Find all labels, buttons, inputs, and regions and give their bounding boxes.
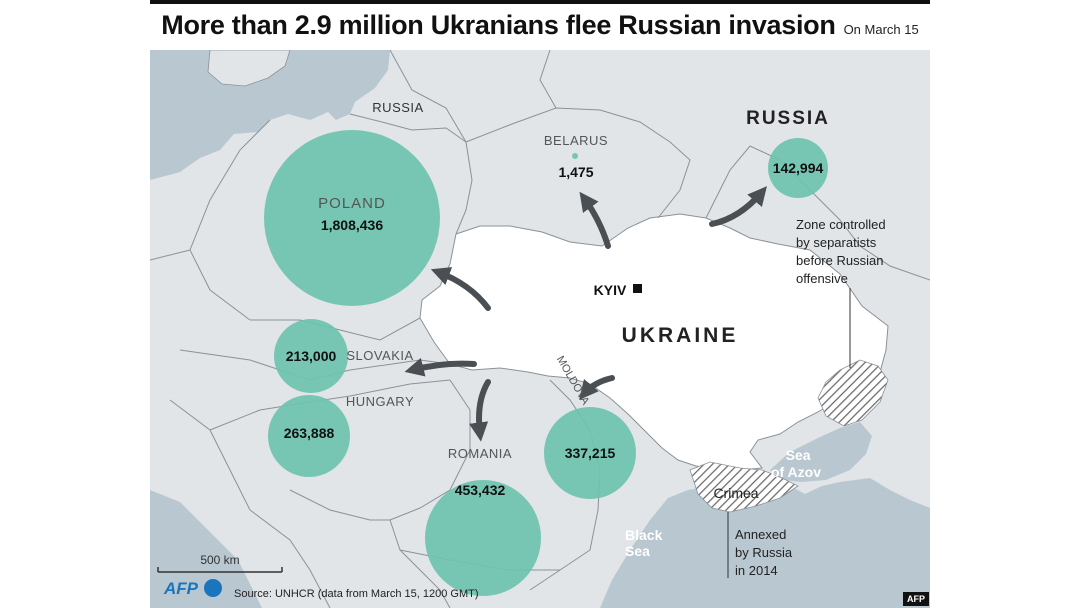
bubble-poland (264, 130, 440, 306)
arrow-to-belarus (579, 191, 611, 249)
bubble-romania (425, 480, 541, 596)
label-kyiv: KYIV (594, 282, 627, 298)
arrow-to-slovakia (404, 357, 477, 377)
separatist-annotation: Zone controlled by separatists before Ru… (796, 217, 889, 286)
ukraine-territory (419, 213, 889, 471)
scandinavia-land (207, 50, 291, 87)
sea-of-azov (770, 422, 872, 482)
map-title: More than 2.9 million Ukranians flee Rus… (161, 10, 836, 40)
annexed-line3: in 2014 (735, 563, 778, 578)
sea-of-azov-line2: of Azov (771, 464, 821, 480)
crimea (689, 461, 799, 513)
annexed-annotation: Annexed by Russia in 2014 (735, 527, 796, 578)
black-sea (600, 478, 930, 608)
separatist-line2: by separatists (796, 235, 877, 250)
bubble-belarus (572, 153, 578, 159)
separatist-line3: before Russian (796, 253, 883, 268)
arrow-to-poland (430, 267, 491, 311)
count-hungary: 263,888 (284, 425, 335, 441)
count-poland: 1,808,436 (321, 217, 383, 233)
annexed-line2: by Russia (735, 545, 793, 560)
arrow-to-russia (709, 186, 767, 227)
scale-label: 500 km (200, 553, 239, 567)
bubble-slovakia (274, 319, 348, 393)
count-moldova: 337,215 (565, 445, 616, 461)
separatist-line1: Zone controlled (796, 217, 886, 232)
flow-arrows (404, 186, 767, 442)
refugee-map: 500 km RUSSIA RUSSIA BELARUS POLAND SLOV… (150, 50, 930, 608)
afp-logo-text: AFP (163, 579, 199, 598)
afp-logo-circle (204, 579, 222, 597)
scale-bar: 500 km (157, 553, 283, 573)
afp-badge: AFP (903, 592, 929, 606)
label-poland: POLAND (318, 195, 386, 212)
label-crimea: Crimea (713, 485, 758, 501)
label-black-sea: Black Sea (625, 527, 666, 559)
bubble-russia (768, 138, 828, 198)
label-belarus: BELARUS (544, 133, 608, 148)
label-sea-of-azov: Sea of Azov (771, 447, 821, 480)
separatist-zone (817, 359, 889, 427)
map-date: On March 15 (843, 22, 919, 37)
kyiv-marker (633, 284, 642, 293)
label-slovakia: SLOVAKIA (346, 348, 413, 363)
count-russia: 142,994 (773, 160, 824, 176)
count-belarus: 1,475 (558, 164, 593, 180)
top-rule (150, 0, 930, 4)
label-ukraine: UKRAINE (622, 324, 739, 347)
black-sea-line2: Sea (625, 543, 650, 559)
black-sea-line1: Black (625, 527, 663, 543)
count-romania: 453,432 (455, 482, 506, 498)
bubble-hungary (268, 395, 350, 477)
separatist-line4: offensive (796, 271, 848, 286)
bubble-moldova (544, 407, 636, 499)
count-slovakia: 213,000 (286, 348, 337, 364)
adriatic-sea (150, 490, 262, 608)
label-russia-north: RUSSIA (372, 100, 423, 115)
baltic-sea (150, 50, 390, 180)
refugee-bubbles (264, 130, 828, 596)
label-hungary: HUNGARY (346, 394, 414, 409)
header: More than 2.9 million Ukranians flee Rus… (150, 10, 930, 46)
source-text: Source: UNHCR (data from March 15, 1200 … (234, 588, 479, 600)
annexed-line1: Annexed (735, 527, 786, 542)
sea-of-azov-line1: Sea (786, 447, 811, 463)
arrow-to-romania (469, 379, 491, 442)
label-romania: ROMANIA (448, 446, 512, 461)
label-russia-east: RUSSIA (746, 108, 830, 129)
arrow-to-moldova (579, 375, 615, 400)
